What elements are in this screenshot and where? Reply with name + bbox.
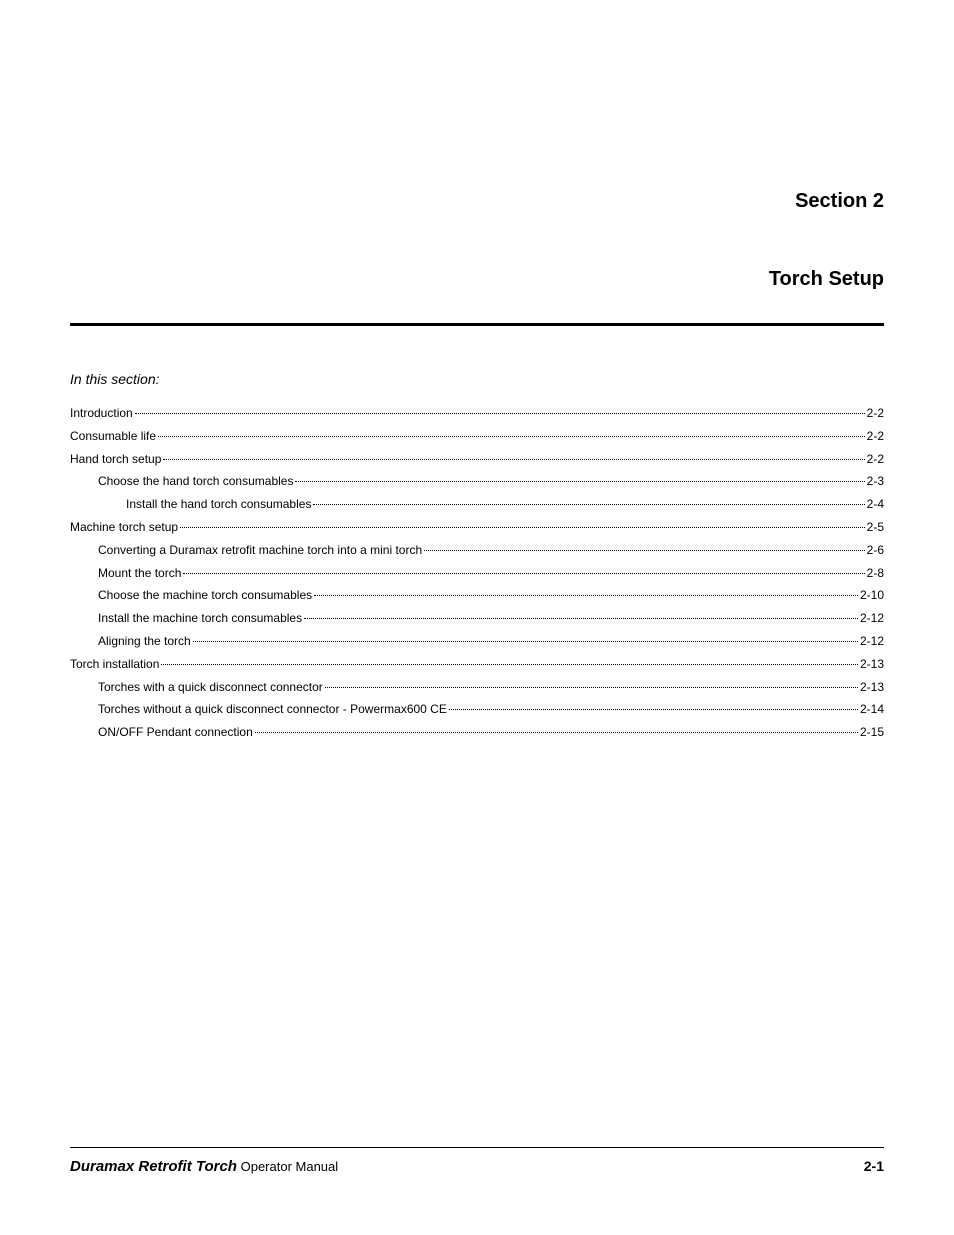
toc-label: Choose the machine torch consumables <box>98 587 312 604</box>
toc-label: Mount the torch <box>98 565 181 582</box>
toc-label: Torches without a quick disconnect conne… <box>98 701 447 718</box>
toc-label: Introduction <box>70 405 133 422</box>
toc-entry: Hand torch setup 2-2 <box>70 451 884 468</box>
toc-leader-dots <box>314 595 858 596</box>
toc-leader-dots <box>180 527 865 528</box>
toc-leader-dots <box>183 573 864 574</box>
toc-label: Torches with a quick disconnect connecto… <box>98 679 323 696</box>
toc-entry: Install the hand torch consumables 2-4 <box>70 496 884 513</box>
toc-leader-dots <box>304 618 858 619</box>
toc-entry: Install the machine torch consumables 2-… <box>70 610 884 627</box>
toc-page: 2-13 <box>860 679 884 696</box>
toc-entry: Introduction 2-2 <box>70 405 884 422</box>
toc-page: 2-13 <box>860 656 884 673</box>
section-number: Section 2 <box>70 190 884 213</box>
toc-entry: Torches with a quick disconnect connecto… <box>70 679 884 696</box>
toc-label: Install the hand torch consumables <box>126 496 311 513</box>
toc-entry: Torch installation 2-13 <box>70 656 884 673</box>
toc-entry: Torches without a quick disconnect conne… <box>70 701 884 718</box>
toc-entry: Machine torch setup 2-5 <box>70 519 884 536</box>
footer-doc-type: Operator Manual <box>241 1159 339 1174</box>
toc-page: 2-14 <box>860 701 884 718</box>
toc-page: 2-12 <box>860 610 884 627</box>
toc-leader-dots <box>193 641 858 642</box>
toc-page: 2-10 <box>860 587 884 604</box>
toc-leader-dots <box>313 504 864 505</box>
toc-page: 2-5 <box>867 519 884 536</box>
toc-label: Consumable life <box>70 428 156 445</box>
toc-entry: Choose the hand torch consumables 2-3 <box>70 473 884 490</box>
toc-leader-dots <box>135 413 865 414</box>
toc-label: Converting a Duramax retrofit machine to… <box>98 542 422 559</box>
toc-leader-dots <box>163 459 864 460</box>
page-footer: Duramax Retrofit Torch Operator Manual 2… <box>70 1147 884 1175</box>
toc-label: Aligning the torch <box>98 633 191 650</box>
toc-page: 2-4 <box>867 496 884 513</box>
footer-left: Duramax Retrofit Torch Operator Manual <box>70 1158 338 1175</box>
toc-page: 2-15 <box>860 724 884 741</box>
toc-label: Torch installation <box>70 656 159 673</box>
table-of-contents: Introduction 2-2 Consumable life 2-2 Han… <box>70 405 884 741</box>
in-this-section-heading: In this section: <box>70 371 884 387</box>
toc-page: 2-2 <box>867 451 884 468</box>
toc-entry: Choose the machine torch consumables 2-1… <box>70 587 884 604</box>
toc-label: Install the machine torch consumables <box>98 610 302 627</box>
toc-entry: Mount the torch 2-8 <box>70 565 884 582</box>
toc-entry: Aligning the torch 2-12 <box>70 633 884 650</box>
toc-page: 2-6 <box>867 542 884 559</box>
toc-leader-dots <box>424 550 865 551</box>
toc-entry: Consumable life 2-2 <box>70 428 884 445</box>
toc-leader-dots <box>158 436 865 437</box>
toc-leader-dots <box>295 481 864 482</box>
section-title: Torch Setup <box>70 268 884 291</box>
toc-label: Hand torch setup <box>70 451 161 468</box>
toc-page: 2-12 <box>860 633 884 650</box>
toc-page: 2-3 <box>867 473 884 490</box>
toc-page: 2-8 <box>867 565 884 582</box>
footer-product-name: Duramax Retrofit Torch <box>70 1158 237 1175</box>
toc-leader-dots <box>161 664 858 665</box>
toc-leader-dots <box>449 709 858 710</box>
footer-content: Duramax Retrofit Torch Operator Manual 2… <box>70 1158 884 1175</box>
toc-page: 2-2 <box>867 428 884 445</box>
toc-label: Machine torch setup <box>70 519 178 536</box>
toc-leader-dots <box>255 732 858 733</box>
toc-leader-dots <box>325 687 858 688</box>
footer-divider <box>70 1147 884 1148</box>
title-divider <box>70 323 884 326</box>
footer-page-number: 2-1 <box>864 1158 884 1174</box>
toc-entry: ON/OFF Pendant connection 2-15 <box>70 724 884 741</box>
toc-entry: Converting a Duramax retrofit machine to… <box>70 542 884 559</box>
toc-page: 2-2 <box>867 405 884 422</box>
toc-label: Choose the hand torch consumables <box>98 473 293 490</box>
toc-label: ON/OFF Pendant connection <box>98 724 253 741</box>
